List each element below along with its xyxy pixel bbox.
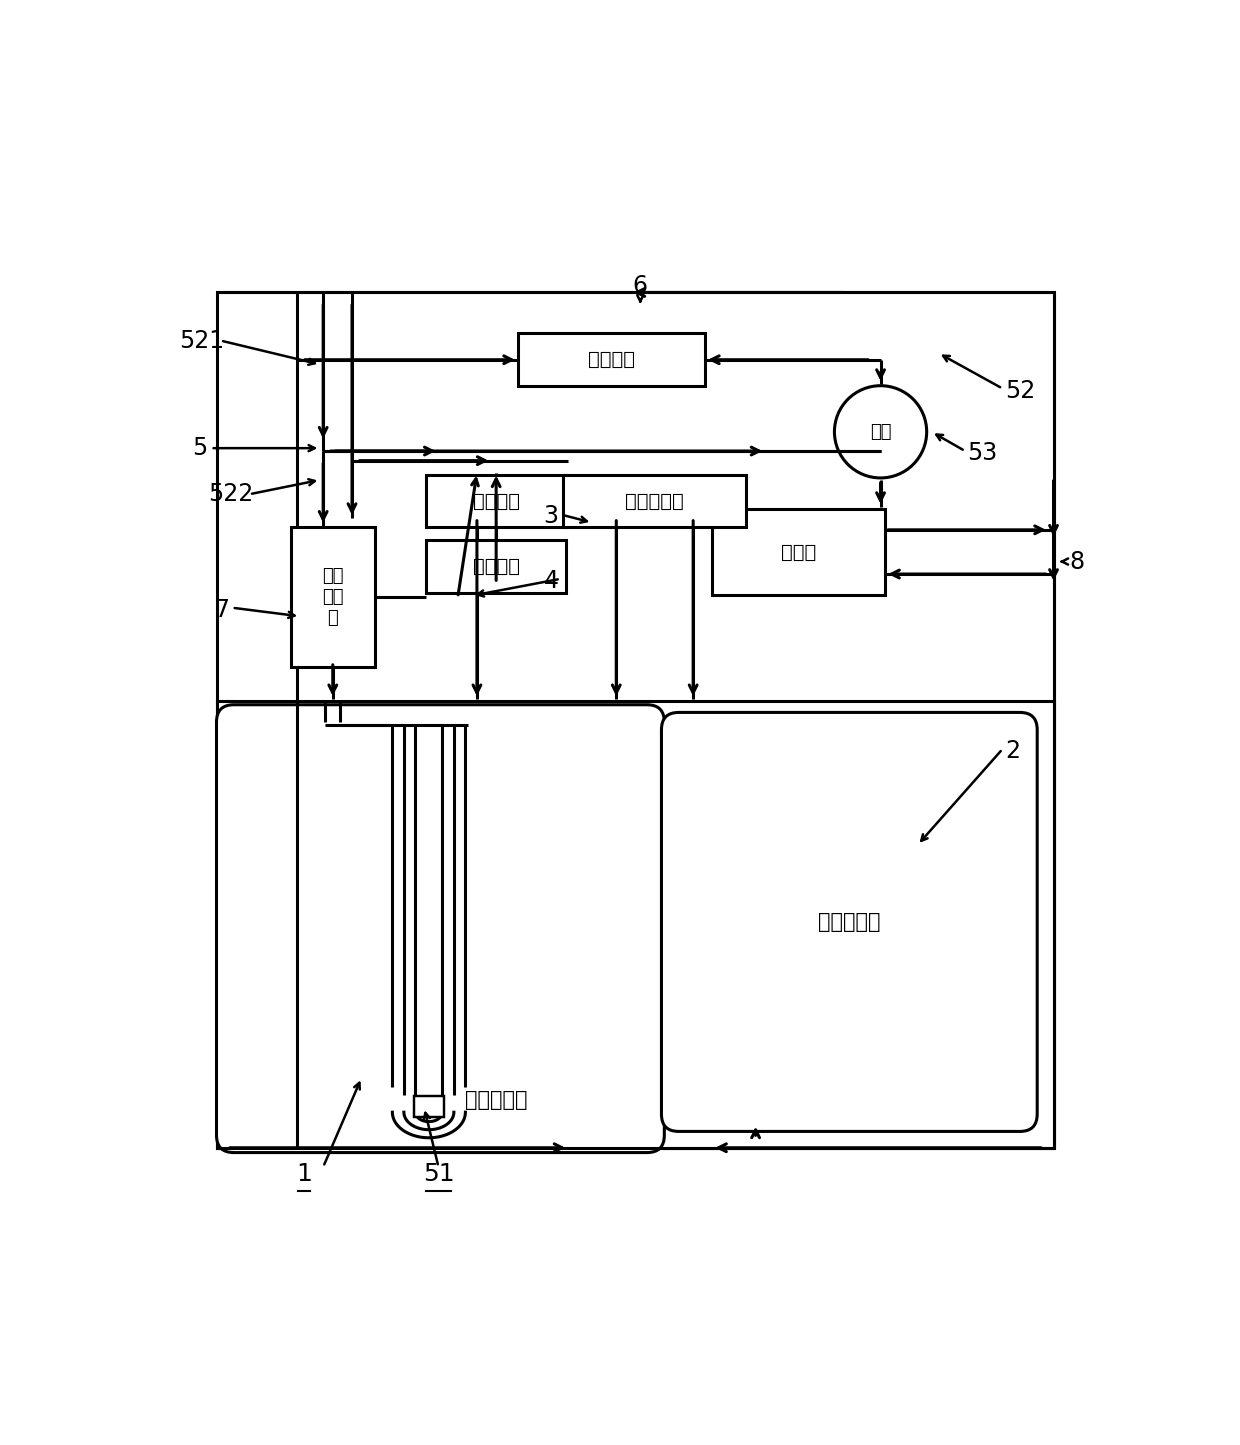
Text: 6: 6 (632, 273, 647, 298)
Bar (427, 540, 565, 592)
Text: 启动组件: 启动组件 (472, 556, 520, 577)
Text: 5: 5 (192, 436, 208, 460)
Text: 8: 8 (1070, 549, 1085, 574)
Text: 水泵: 水泵 (869, 423, 892, 441)
Text: 油品控制阀: 油品控制阀 (625, 491, 684, 510)
FancyBboxPatch shape (661, 712, 1037, 1131)
Bar (563, 474, 746, 527)
Text: 散热组件: 散热组件 (588, 350, 635, 370)
Bar (290, 527, 374, 666)
Text: 2: 2 (1006, 738, 1021, 763)
Text: 521: 521 (179, 328, 224, 353)
Text: 51: 51 (423, 1162, 454, 1186)
Text: 3: 3 (543, 504, 558, 529)
Bar (427, 474, 565, 527)
Text: 控制电路: 控制电路 (472, 491, 520, 510)
Text: 7: 7 (215, 598, 229, 621)
Text: 低标号油腔: 低标号油腔 (818, 912, 880, 932)
FancyBboxPatch shape (217, 705, 665, 1153)
Text: 加热
控制
阀: 加热 控制 阀 (322, 568, 343, 627)
Text: 522: 522 (208, 483, 253, 506)
Bar (713, 509, 885, 595)
Bar (518, 334, 706, 386)
Text: 1: 1 (296, 1162, 312, 1186)
Bar (217, 701, 1054, 1147)
Text: 发动机: 发动机 (781, 542, 816, 562)
Bar (413, 1095, 444, 1117)
Text: 4: 4 (543, 569, 558, 592)
Text: 52: 52 (1006, 380, 1035, 403)
Bar (217, 292, 1054, 1147)
Text: 53: 53 (967, 441, 997, 465)
Text: 高标号油腔: 高标号油腔 (465, 1090, 527, 1110)
